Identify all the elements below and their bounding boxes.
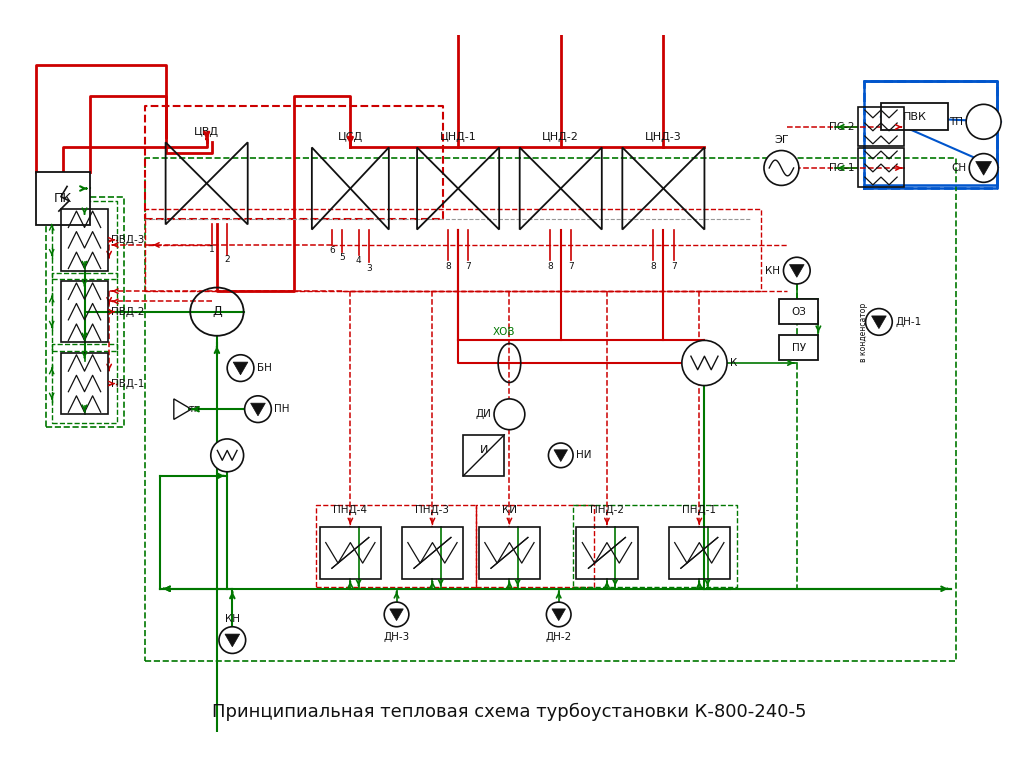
Text: ЦНД-1: ЦНД-1	[439, 132, 476, 143]
Text: ЭГ: ЭГ	[774, 136, 788, 146]
Text: ПНД-3: ПНД-3	[416, 505, 450, 515]
Text: БН: БН	[257, 363, 271, 373]
Text: ЦНД-3: ЦНД-3	[645, 132, 682, 143]
Text: ХОВ: ХОВ	[493, 328, 515, 337]
Text: 8: 8	[445, 262, 451, 271]
Circle shape	[227, 355, 254, 381]
Bar	[61, 353, 108, 414]
Polygon shape	[251, 403, 265, 416]
Text: ПС-2: ПС-2	[829, 122, 855, 132]
Polygon shape	[554, 449, 567, 462]
Text: 7: 7	[568, 262, 573, 271]
Text: НИ: НИ	[577, 450, 592, 460]
Circle shape	[547, 602, 571, 627]
Text: ПН: ПН	[274, 404, 290, 414]
Text: ПВД-3: ПВД-3	[111, 235, 144, 245]
Circle shape	[783, 257, 810, 284]
Text: 3: 3	[366, 264, 372, 272]
Text: ПВД-1: ПВД-1	[111, 378, 144, 389]
Text: ПУ: ПУ	[792, 343, 806, 353]
Polygon shape	[790, 265, 804, 278]
Text: ПК: ПК	[54, 193, 72, 206]
Text: в конденсатор: в конденсатор	[859, 302, 868, 362]
Text: ОЗ: ОЗ	[792, 307, 806, 317]
Text: И: И	[479, 445, 488, 455]
Text: ЦНД-2: ЦНД-2	[543, 132, 580, 143]
Circle shape	[682, 341, 727, 386]
Text: ДИ: ДИ	[475, 410, 490, 420]
Text: К: К	[730, 358, 737, 368]
Text: 6: 6	[329, 246, 335, 255]
Text: ПВД-2: ПВД-2	[111, 307, 144, 317]
Bar	[61, 209, 108, 271]
Text: ДН-3: ДН-3	[383, 632, 410, 642]
Circle shape	[384, 602, 409, 627]
Polygon shape	[976, 162, 991, 175]
Bar	[36, 172, 90, 225]
Text: 5: 5	[339, 253, 345, 262]
Text: ЦСД: ЦСД	[338, 132, 362, 143]
Text: ПВК: ПВК	[903, 112, 927, 122]
Text: 7: 7	[466, 262, 471, 271]
Bar	[319, 527, 381, 578]
Text: КН: КН	[225, 614, 240, 624]
Text: 7: 7	[671, 262, 677, 271]
Polygon shape	[390, 609, 403, 621]
Text: СН: СН	[951, 163, 967, 173]
Bar	[882, 104, 948, 130]
Text: ПС-1: ПС-1	[829, 163, 855, 173]
Circle shape	[219, 627, 246, 653]
Text: тп: тп	[189, 404, 202, 414]
Text: 8: 8	[650, 262, 656, 271]
Text: ПНД-1: ПНД-1	[682, 505, 717, 515]
Polygon shape	[871, 316, 886, 328]
Circle shape	[967, 104, 1001, 140]
Text: ПНД-2: ПНД-2	[590, 505, 624, 515]
Bar	[478, 527, 541, 578]
Bar	[463, 435, 504, 476]
Text: КИ: КИ	[502, 505, 517, 515]
Text: 8: 8	[548, 262, 553, 271]
Text: ДН-1: ДН-1	[895, 317, 922, 327]
Polygon shape	[225, 634, 240, 647]
Bar	[577, 527, 638, 578]
Text: КН: КН	[765, 265, 780, 275]
Bar	[61, 281, 108, 342]
Text: ТП: ТП	[949, 117, 964, 127]
Circle shape	[549, 443, 573, 468]
Polygon shape	[552, 609, 565, 621]
Text: ЦВД: ЦВД	[195, 127, 219, 137]
Text: 1: 1	[209, 245, 215, 254]
Circle shape	[245, 396, 271, 423]
Circle shape	[494, 399, 525, 430]
Bar	[858, 107, 904, 146]
Bar	[669, 527, 730, 578]
Circle shape	[970, 153, 998, 183]
Text: Принципиальная тепловая схема турбоустановки К-800-240-5: Принципиальная тепловая схема турбоустан…	[212, 703, 807, 721]
Text: ДН-2: ДН-2	[546, 632, 571, 642]
Bar	[858, 149, 904, 187]
Bar	[401, 527, 463, 578]
Circle shape	[764, 150, 799, 186]
Text: ПНД-4: ПНД-4	[334, 505, 368, 515]
Text: Д: Д	[212, 305, 222, 318]
Circle shape	[211, 439, 244, 472]
Polygon shape	[233, 362, 248, 375]
Text: 2: 2	[224, 255, 230, 265]
Bar	[779, 335, 818, 360]
Text: 4: 4	[355, 256, 361, 265]
Bar	[779, 299, 818, 324]
Circle shape	[865, 308, 892, 335]
